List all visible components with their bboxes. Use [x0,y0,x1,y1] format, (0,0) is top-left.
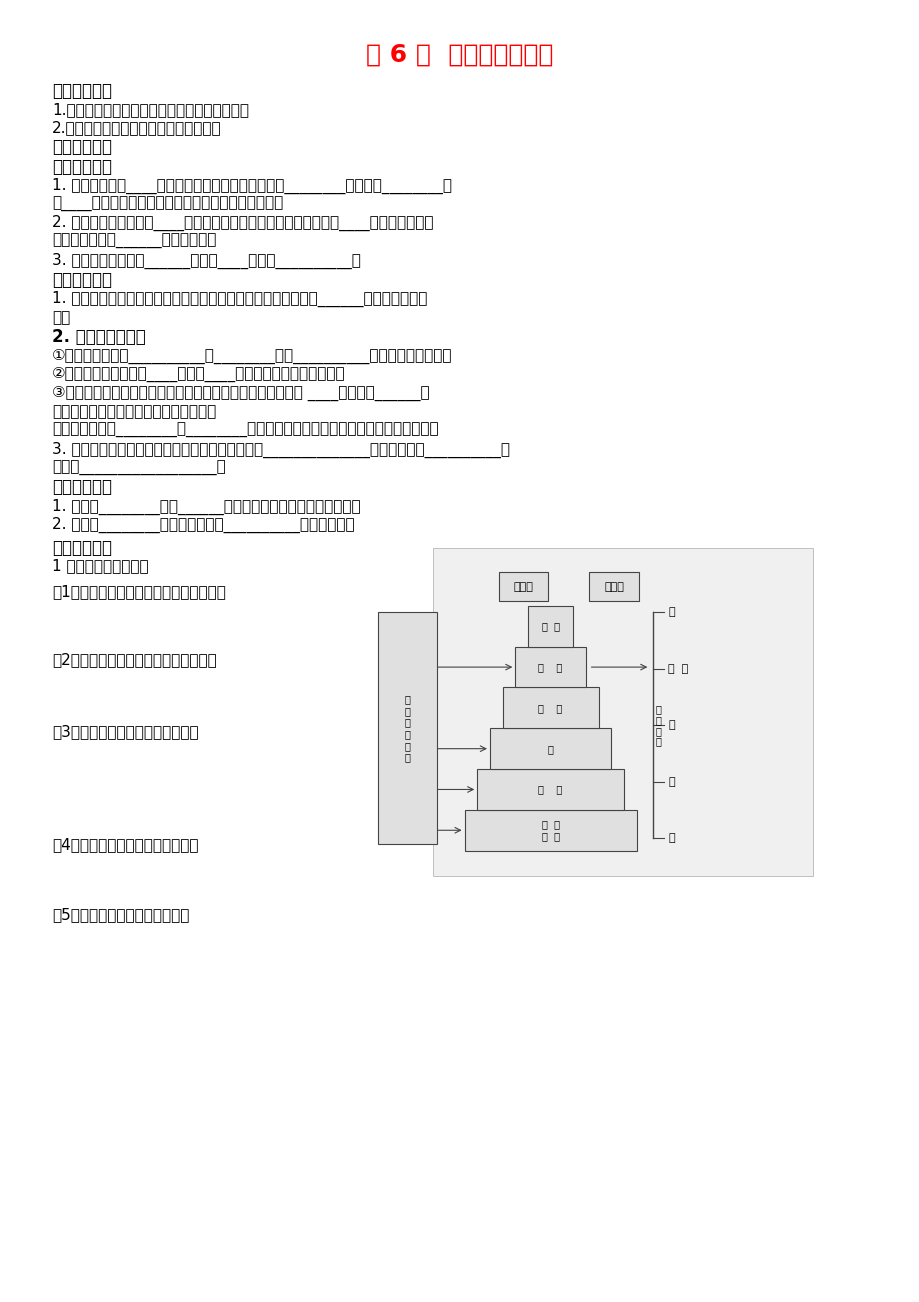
Text: 【学习目标】: 【学习目标】 [52,82,112,100]
Text: 大    夫: 大 夫 [538,703,562,713]
Text: 诸    侯: 诸 侯 [538,663,562,672]
Bar [588,573,639,600]
Text: 第 6 课  西周的分封学案: 第 6 课 西周的分封学案 [366,43,553,66]
Text: 平    民: 平 民 [538,785,562,794]
Text: 宗法制: 宗法制 [513,582,533,591]
Bar [490,728,610,769]
Bar [528,605,573,647]
Bar [464,810,636,850]
Bar [477,769,623,810]
Text: （1）此图反映的是哪朝的什么政治制度？: （1）此图反映的是哪朝的什么政治制度？ [52,585,226,599]
Text: 主
要
封
国: 主 要 封 国 [655,704,661,746]
Text: 鲁: 鲁 [668,607,675,617]
Text: 嫡
长
子
继
承
制: 嫡 长 子 继 承 制 [404,694,411,762]
Bar [515,647,585,687]
Text: （2）实行这种政治制度的目的是什么？: （2）实行这种政治制度的目的是什么？ [52,652,217,668]
Text: 用____镇压百姓和他不满的王室大臣，以致众叛亲离。: 用____镇压百姓和他不满的王室大臣，以致众叛亲离。 [52,197,283,211]
Text: ②主要诸侯国：有卫、____、鲁、____、宋、燕等几十个诸侯国。: ②主要诸侯国：有卫、____、鲁、____、宋、燕等几十个诸侯国。 [52,366,346,381]
Text: 晋: 晋 [668,833,675,844]
Text: 1 识读右图，回答问题: 1 识读右图，回答问题 [52,559,149,573]
Text: 1. 公元前________年，______攻破镐京，杀死幽王，西周结束。: 1. 公元前________年，______攻破镐京，杀死幽王，西周结束。 [52,499,360,514]
Text: （5）该制度的实行有什么作用？: （5）该制度的实行有什么作用？ [52,907,189,923]
Text: 作用：它保证了________、________统治权力的顺利继承，有利于社会秩序的稳定。: 作用：它保证了________、________统治权力的顺利继承，有利于社会秩… [52,423,438,439]
Text: 度。: 度。 [52,310,71,326]
Text: ③嫡长子继承制：西周规定天子、诸侯、卿大夫等职位，只有 ____妻所生的______长: ③嫡长子继承制：西周规定天子、诸侯、卿大夫等职位，只有 ____妻所生的____… [52,385,429,401]
Text: 分封制: 分封制 [604,582,623,591]
Bar [378,612,437,844]
Text: 子才有资格继承，这就是嫡长子继承制。: 子才有资格继承，这就是嫡长子继承制。 [52,404,216,419]
Bar [502,687,598,728]
Text: 2. 牧野之战：约公元前____年，周武王率领的军队与商纣的军队在____决战，周军大获: 2. 牧野之战：约公元前____年，周武王率领的军队与商纣的军队在____决战，… [52,215,433,232]
Text: 一．武王伐纣: 一．武王伐纣 [52,158,112,176]
Text: 三．平王东迁: 三．平王东迁 [52,478,112,496]
Text: 1. 目的：西周建立后，为了加强对全国广大地区的统治，实行以______为中心的分封制: 1. 目的：西周建立后，为了加强对全国广大地区的统治，实行以______为中心的… [52,292,427,307]
Text: 天  子: 天 子 [541,621,559,631]
Text: （4）该制度中最低层的是什么人？: （4）该制度中最低层的是什么人？ [52,837,199,852]
Text: 奴  隶
庶  民: 奴 隶 庶 民 [541,819,559,841]
Text: 2. 分封的主要内容: 2. 分封的主要内容 [52,328,146,346]
Text: 3. 分封制的作用：西周通过分封诸侯，不仅巩固了______________，而且扩大了__________，: 3. 分封制的作用：西周通过分封诸侯，不仅巩固了______________，而… [52,441,510,458]
Text: 卫: 卫 [668,720,675,730]
Text: ①对象：周王室将__________、________以及__________分封到各地做诸侯。: ①对象：周王室将__________、________以及__________分… [52,349,452,363]
Text: 士: 士 [547,743,553,754]
Text: 3. 武王灭商后，建立______，定都____，史称__________。: 3. 武王灭商后，建立______，定都____，史称__________。 [52,253,361,268]
Text: 1. 商朝末代国王____是个暴君。表现：他好酒淫乐，________，还加重________，: 1. 商朝末代国王____是个暴君。表现：他好酒淫乐，________，还加重_… [52,178,452,194]
Text: 2. 公元前________年，周平王迁都__________，东周开始。: 2. 公元前________年，周平王迁都__________，东周开始。 [52,517,355,533]
Text: 宋: 宋 [668,777,675,786]
Text: 二．分封诸侯: 二．分封诸侯 [52,271,112,289]
Bar [498,573,548,600]
Text: 1.了解商、周的更替。商朝灭亡的原因（难点）: 1.了解商、周的更替。商朝灭亡的原因（难点） [52,103,249,117]
Text: 【能力突破】: 【能力突破】 [52,539,112,557]
Text: 【自主学习】: 【自主学习】 [52,138,112,156]
Text: （3）该制度下的诸侯有什么义务？: （3）该制度下的诸侯有什么义务？ [52,725,199,740]
Text: 齐  燕: 齐 燕 [668,664,688,674]
Text: 加速了__________________。: 加速了__________________。 [52,461,226,475]
Bar [432,548,812,876]
Text: 2.说出西周分封制的主要内容。（重点）: 2.说出西周分封制的主要内容。（重点） [52,121,221,135]
Text: 全胜，乘胜攻进______，商朝灭亡。: 全胜，乘胜攻进______，商朝灭亡。 [52,234,216,249]
